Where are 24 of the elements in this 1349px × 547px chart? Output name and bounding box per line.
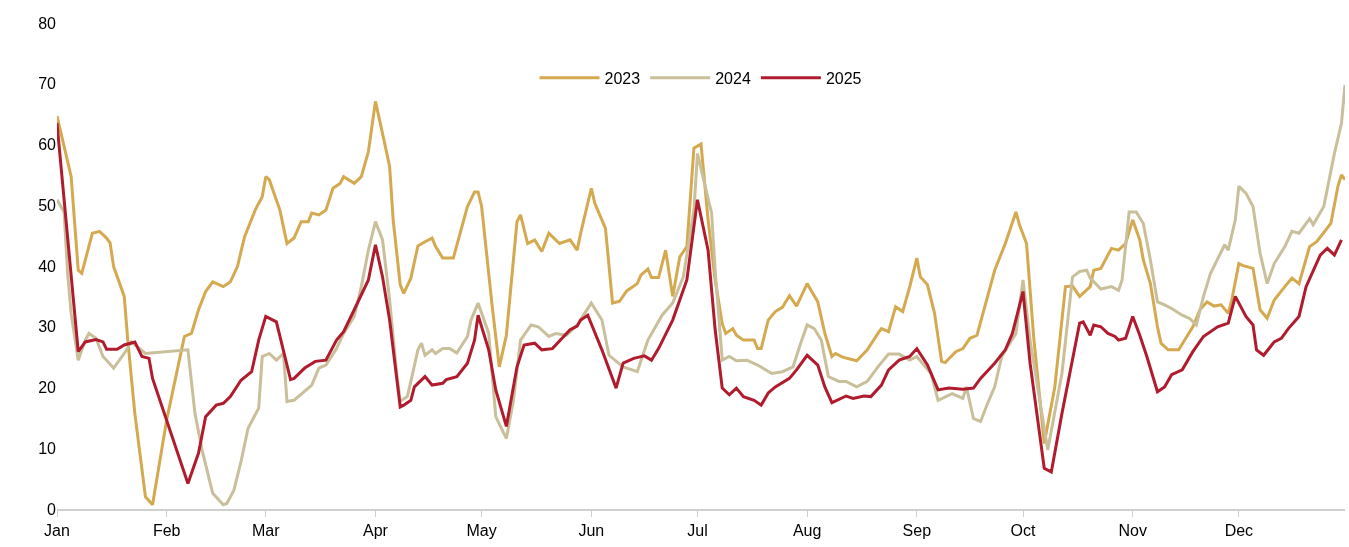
legend-label: 2025 [825,70,862,88]
x-tick-label: Mar [251,521,281,539]
x-tick-label: Nov [1118,521,1147,539]
y-tick-label: 50 [38,196,57,214]
legend-label: 2024 [715,70,751,88]
x-tick-label: Oct [1010,521,1036,539]
y-tick-label: 0 [47,500,57,518]
y-tick-label: 30 [38,318,57,336]
x-tick-label: Jan [44,521,70,539]
x-tick-label: Jun [578,521,605,539]
y-tick-label: 40 [38,257,57,275]
y-tick-label: 60 [38,136,57,154]
x-tick-label: May [466,521,497,539]
legend-label: 2023 [604,70,641,88]
y-tick-label: 20 [38,379,57,397]
x-tick-label: Apr [363,521,389,539]
y-tick-label: 80 [38,14,57,32]
y-tick-label: 70 [38,75,57,93]
x-tick-label: Feb [152,521,181,539]
x-tick-label: Sep [902,521,932,539]
x-tick-label: Jul [687,521,708,539]
x-tick-label: Dec [1224,521,1254,539]
x-tick-label: Aug [792,521,822,539]
y-tick-label: 10 [38,439,57,457]
